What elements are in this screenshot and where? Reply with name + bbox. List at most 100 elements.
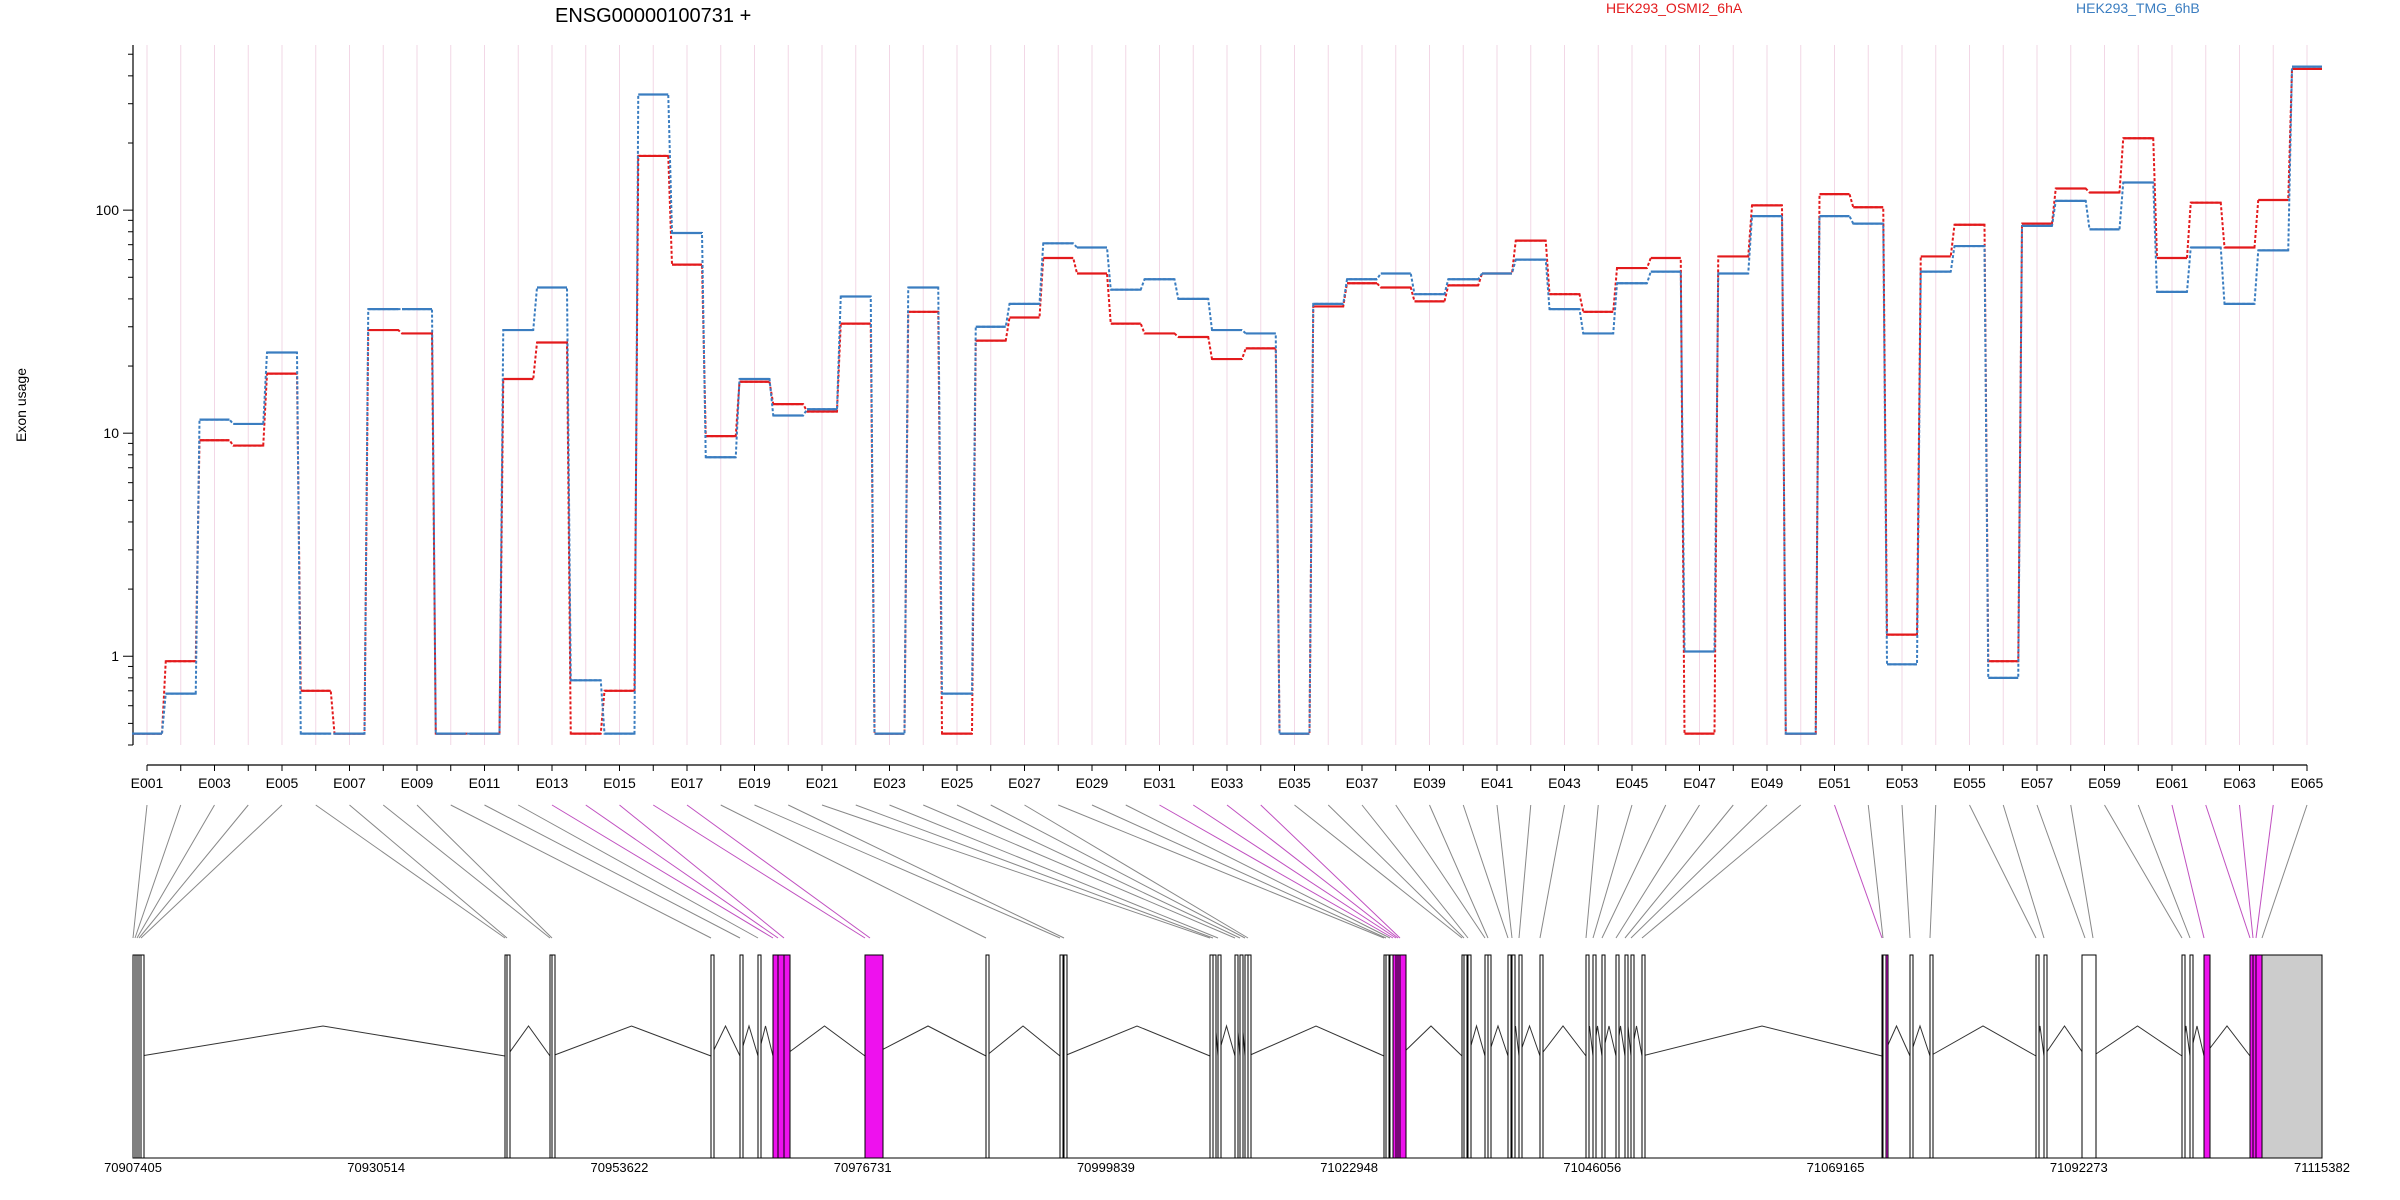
coordinate-label: 70999839 bbox=[1077, 1160, 1135, 1175]
y-tick-label: 1 bbox=[111, 648, 119, 664]
exon-connector bbox=[1624, 804, 1734, 939]
exon-connector-lines bbox=[132, 804, 2308, 939]
exon-connector bbox=[1361, 804, 1469, 939]
exon-connector bbox=[2255, 804, 2274, 939]
y-tick-label: 100 bbox=[96, 202, 120, 218]
x-tick-label: E021 bbox=[806, 775, 839, 791]
exon-box-highlight bbox=[864, 954, 884, 1159]
exon-connector bbox=[788, 804, 1065, 939]
exon-box bbox=[1585, 954, 1590, 1159]
vertical-gridlines bbox=[146, 45, 2308, 745]
exon-connector bbox=[2070, 804, 2094, 939]
exon-box bbox=[1518, 954, 1523, 1159]
exon-box bbox=[1463, 954, 1468, 1159]
intron-line bbox=[783, 1025, 866, 1057]
exon-connector bbox=[2104, 804, 2183, 939]
exon-box bbox=[1507, 954, 1512, 1159]
exon-connector bbox=[140, 804, 283, 939]
intron-line bbox=[1399, 1025, 1463, 1057]
x-tick-label: E055 bbox=[1953, 775, 1986, 791]
exon-connector bbox=[1901, 804, 1911, 939]
exon-box bbox=[1212, 954, 1217, 1159]
intron-line bbox=[140, 1025, 506, 1057]
exon-box bbox=[985, 954, 990, 1159]
intron-line bbox=[1641, 1025, 1883, 1057]
x-tick-label: E023 bbox=[873, 775, 906, 791]
intron-line bbox=[1063, 1025, 1211, 1057]
exon-connector bbox=[134, 804, 182, 939]
exon-connector bbox=[990, 804, 1246, 939]
intron-line bbox=[506, 1025, 551, 1057]
chart-title: ENSG00000100731 + bbox=[555, 5, 751, 27]
coordinate-label: 71115382 bbox=[2294, 1160, 2350, 1175]
exon-box bbox=[551, 954, 556, 1159]
exon-connector bbox=[484, 804, 741, 939]
exon-connector bbox=[2036, 804, 2086, 939]
intron-line bbox=[1929, 1025, 2037, 1057]
x-tick-label: E013 bbox=[536, 775, 569, 791]
exon-connector bbox=[821, 804, 1211, 939]
exon-connector bbox=[1192, 804, 1397, 939]
exon-connector bbox=[1601, 804, 1667, 939]
exon-box bbox=[1467, 954, 1472, 1159]
exon-connector bbox=[1058, 804, 1385, 939]
exon-box bbox=[506, 954, 511, 1159]
exon-connector bbox=[1585, 804, 1599, 939]
exon-box bbox=[1641, 954, 1646, 1159]
x-tick-label: E037 bbox=[1346, 775, 1379, 791]
exon-box bbox=[1234, 954, 1239, 1159]
exon-connector bbox=[2002, 804, 2045, 939]
exon-connector bbox=[585, 804, 779, 939]
exon-box bbox=[2081, 954, 2097, 1159]
x-tick-label: E031 bbox=[1143, 775, 1176, 791]
exon-connector bbox=[416, 804, 553, 939]
exon-connector bbox=[1615, 804, 1700, 939]
coordinate-label: 71046056 bbox=[1563, 1160, 1621, 1175]
exon-box bbox=[739, 954, 744, 1159]
exon-connector bbox=[132, 804, 148, 939]
exon-box bbox=[1399, 954, 1407, 1159]
exon-connector bbox=[315, 804, 506, 939]
x-tick-label: E017 bbox=[671, 775, 704, 791]
exon-connector bbox=[1518, 804, 1532, 939]
coordinate-label: 70976731 bbox=[834, 1160, 892, 1175]
exon-connector bbox=[518, 804, 759, 939]
x-tick-label: E007 bbox=[333, 775, 366, 791]
x-tick-label: E051 bbox=[1818, 775, 1851, 791]
x-tick-label: E025 bbox=[941, 775, 974, 791]
x-tick-label: E057 bbox=[2021, 775, 2054, 791]
x-tick-label: E063 bbox=[2223, 775, 2256, 791]
exon-connector bbox=[1867, 804, 1884, 939]
exon-connector bbox=[923, 804, 1236, 939]
x-tick-label: E029 bbox=[1076, 775, 1109, 791]
exon-box bbox=[1630, 954, 1635, 1159]
exon-box bbox=[1511, 954, 1516, 1159]
exon-box bbox=[757, 954, 762, 1159]
intron-line bbox=[551, 1025, 712, 1057]
exon-box bbox=[777, 954, 785, 1159]
exon-connector bbox=[1260, 804, 1401, 939]
exon-connector bbox=[1125, 804, 1391, 939]
exon-box bbox=[1239, 954, 1244, 1159]
exon-connector bbox=[551, 804, 774, 939]
exon-connector bbox=[889, 804, 1219, 939]
exon-connector bbox=[956, 804, 1241, 939]
x-tick-label: E015 bbox=[603, 775, 636, 791]
exon-connector bbox=[1159, 804, 1394, 939]
x-tick-label: E033 bbox=[1211, 775, 1244, 791]
y-axis: 1 10 100 bbox=[96, 45, 134, 746]
exon-box bbox=[783, 954, 791, 1159]
intron-line bbox=[1247, 1025, 1385, 1057]
exon-box bbox=[1487, 954, 1492, 1159]
exon-box bbox=[1247, 954, 1252, 1159]
exon-connector bbox=[1641, 804, 1802, 939]
intron-line bbox=[985, 1025, 1061, 1057]
exon-connector bbox=[619, 804, 785, 939]
x-tick-label: E001 bbox=[131, 775, 164, 791]
exon-box bbox=[2255, 954, 2263, 1159]
x-axis: E001 E003 E005 E007 E009 E011 E013 E015 E017 E019… bbox=[131, 764, 2324, 791]
x-tick-label: E047 bbox=[1683, 775, 1716, 791]
exon-connector bbox=[1294, 804, 1463, 939]
exon-connector bbox=[349, 804, 508, 939]
